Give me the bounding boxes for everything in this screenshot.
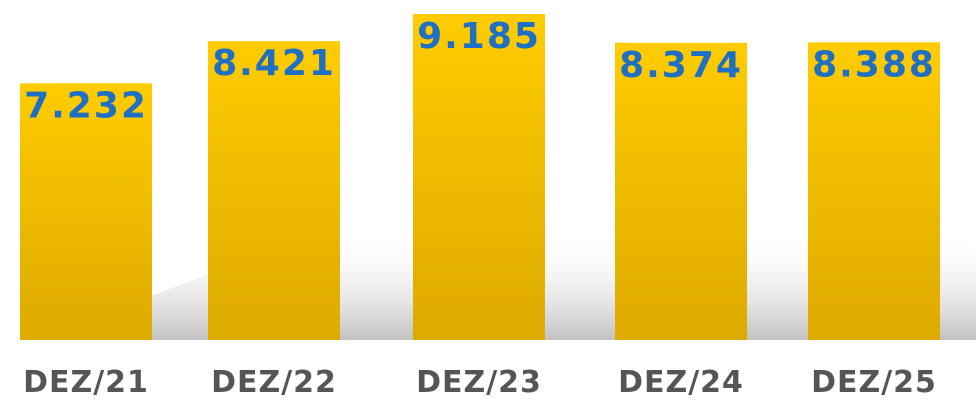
value-label: 8.388 <box>812 44 936 85</box>
value-label: 8.374 <box>619 45 743 86</box>
x-tick-label: DEZ/21 <box>23 365 149 400</box>
value-label: 7.232 <box>24 85 148 126</box>
bar <box>20 83 152 341</box>
value-label: 9.185 <box>417 16 541 57</box>
x-tick-label: DEZ/23 <box>416 365 542 400</box>
x-tick-label: DEZ/22 <box>211 365 337 400</box>
value-label: 8.421 <box>212 43 336 84</box>
x-tick-label: DEZ/24 <box>618 365 744 400</box>
bar <box>615 42 747 340</box>
bar <box>413 14 545 340</box>
x-tick-label: DEZ/25 <box>811 365 937 400</box>
bar <box>808 42 940 340</box>
bar <box>208 41 340 340</box>
